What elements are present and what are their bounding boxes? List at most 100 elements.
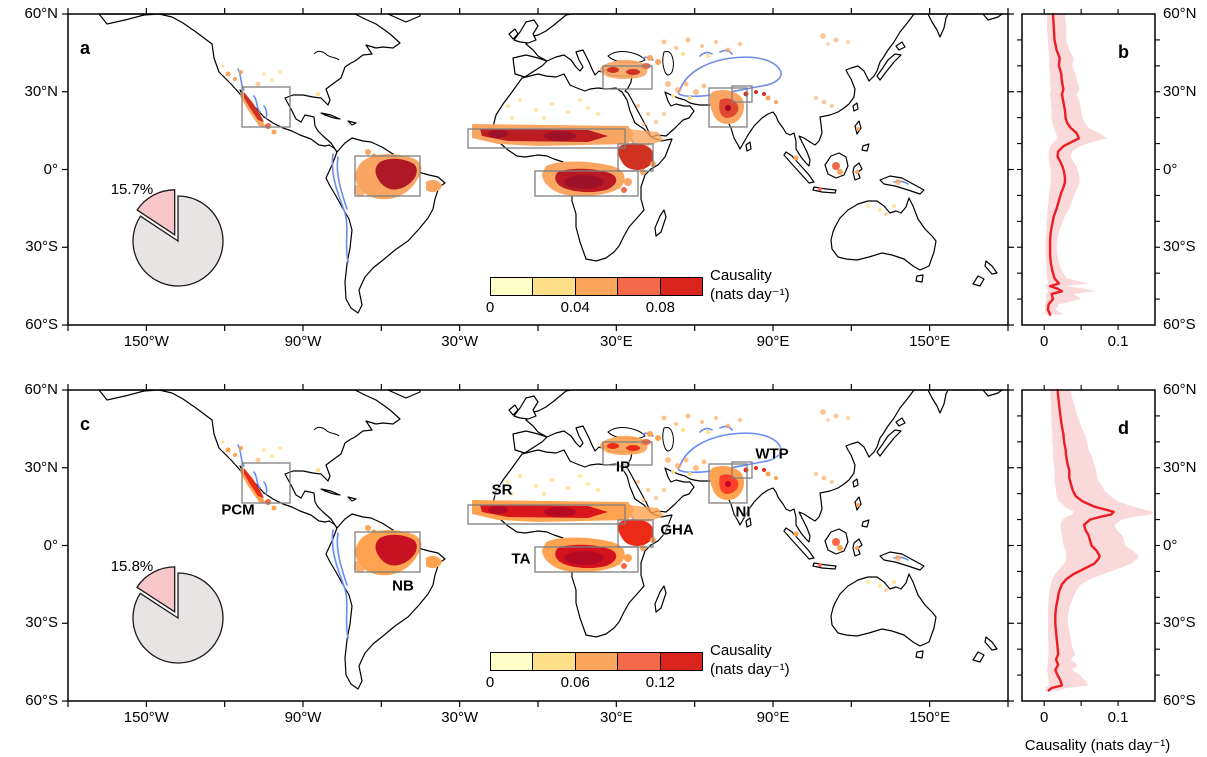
region-box-ip <box>602 441 653 466</box>
colorbar-a-title-line2: (nats day⁻¹) <box>710 286 790 303</box>
profile-lat-label: 60°S <box>1163 316 1196 333</box>
lat-tick-label: 60°S <box>25 316 58 333</box>
panel-letter-c: c <box>80 414 91 434</box>
region-box-nb <box>354 155 421 197</box>
lon-tick-label: 30°E <box>599 709 633 726</box>
world-map-artwork-a <box>98 13 1003 314</box>
profile-x-tick-label: 0 <box>1039 709 1049 726</box>
profile-panel-d <box>1017 385 1160 706</box>
colorbar-a-title-line1: Causality <box>710 267 772 284</box>
region-label-ni: NI <box>735 503 751 521</box>
region-box-wtp <box>731 85 753 103</box>
profile-d-x-axis-title: Causality (nats day⁻¹) <box>1024 737 1171 754</box>
pie-highlight-slice <box>136 566 176 614</box>
region-box-sr <box>467 504 626 525</box>
lon-tick-label: 150°E <box>909 709 951 726</box>
profile-lat-label: 30°N <box>1163 82 1197 100</box>
lat-tick-label: 30°S <box>25 238 58 256</box>
region-box-pcm <box>241 86 291 128</box>
colorbar-tick-label: 0.08 <box>645 299 675 316</box>
pie-rest-slice <box>132 572 224 664</box>
map-panel-a <box>62 8 1014 331</box>
profile-lat-label: 30°S <box>1163 614 1196 632</box>
profile-lat-label: 60°N <box>1163 381 1197 398</box>
lon-tick-label: 30°W <box>441 333 479 350</box>
profile-lat-label: 60°N <box>1163 5 1197 22</box>
colorbar-cell <box>660 278 703 295</box>
region-box-ni <box>708 463 748 504</box>
profile-lat-label: 30°S <box>1163 238 1196 256</box>
colorbar-cell <box>660 653 703 670</box>
region-box-ta <box>534 546 639 573</box>
colorbar-cell <box>491 653 534 670</box>
colorbar-tick-label: 0 <box>485 299 495 316</box>
profile-x-tick-label: 0.1 <box>1107 333 1129 350</box>
panel-letter-a: a <box>80 38 91 58</box>
profile-lat-label: 30°N <box>1163 458 1197 476</box>
region-label-sr: SR <box>491 481 513 499</box>
colorbar-cell <box>618 653 661 670</box>
colorbar-c-title-line1: Causality <box>710 642 772 659</box>
panel-letter-d: d <box>1118 418 1129 438</box>
region-box-pcm <box>241 462 291 504</box>
pie-highlight-slice <box>136 189 176 237</box>
region-box-gha <box>617 143 654 172</box>
lon-tick-label: 90°W <box>284 709 322 726</box>
region-box-sr <box>467 128 626 149</box>
colorbar-cell <box>575 278 619 295</box>
region-box-gha <box>617 519 654 548</box>
colorbar-tick-label: 0.06 <box>560 674 590 691</box>
region-label-gha: GHA <box>660 521 694 539</box>
colorbar-cell <box>533 278 576 295</box>
region-box-wtp <box>731 461 753 479</box>
map-panel-c <box>62 384 1014 707</box>
profile-ticks <box>1017 9 1160 330</box>
uncertainty-band <box>1044 390 1154 691</box>
profile-x-tick-label: 0 <box>1039 333 1049 350</box>
region-label-ip: IP <box>615 458 631 476</box>
region-box-ni <box>708 87 748 128</box>
region-label-pcm: PCM <box>221 501 255 519</box>
lon-tick-label: 150°E <box>909 333 951 350</box>
colorbar-tick-label: 0 <box>485 674 495 691</box>
lat-tick-label: 60°N <box>24 381 58 398</box>
profile-x-tick-label: 0.1 <box>1107 709 1129 726</box>
region-box-ip <box>602 65 653 90</box>
lat-tick-label: 0° <box>43 160 58 178</box>
lon-tick-label: 90°E <box>756 709 790 726</box>
colorbar-c-title-line2: (nats day⁻¹) <box>710 661 790 678</box>
region-label-ta: TA <box>511 550 531 568</box>
lon-tick-label: 150°W <box>123 709 169 726</box>
colorbar-a <box>490 277 703 296</box>
profile-border <box>1021 13 1156 326</box>
pie-a-percentage-label: 15.7% <box>110 181 154 198</box>
colorbar-cell <box>618 278 661 295</box>
panel-letter-b: b <box>1118 42 1129 62</box>
colorbar-tick-label: 0.12 <box>645 674 675 691</box>
lat-tick-label: 60°N <box>24 5 58 22</box>
colorbar-c <box>490 652 703 671</box>
lon-tick-label: 30°E <box>599 333 633 350</box>
colorbar-tick-label: 0.04 <box>560 299 590 316</box>
profile-lat-label: 0° <box>1163 536 1178 554</box>
region-label-nb: NB <box>392 577 414 595</box>
colorbar-cell <box>491 278 534 295</box>
lon-tick-label: 150°W <box>123 333 169 350</box>
uncertainty-band <box>1044 14 1107 315</box>
mean-causality-line <box>1046 12 1081 316</box>
lat-tick-label: 0° <box>43 536 58 554</box>
map-ticks <box>62 8 1014 331</box>
region-label-wtp: WTP <box>755 445 789 463</box>
profile-lat-label: 0° <box>1163 160 1178 178</box>
lat-tick-label: 60°S <box>25 692 58 709</box>
profile-ticks <box>1017 385 1160 706</box>
lon-tick-label: 30°W <box>441 709 479 726</box>
profile-lat-label: 60°S <box>1163 692 1196 709</box>
lon-tick-label: 90°E <box>756 333 790 350</box>
pie-c-percentage-label: 15.8% <box>110 558 154 575</box>
world-map-artwork-c <box>98 389 1003 690</box>
lat-tick-label: 30°N <box>24 82 58 100</box>
lat-tick-label: 30°N <box>24 458 58 476</box>
lat-tick-label: 30°S <box>25 614 58 632</box>
